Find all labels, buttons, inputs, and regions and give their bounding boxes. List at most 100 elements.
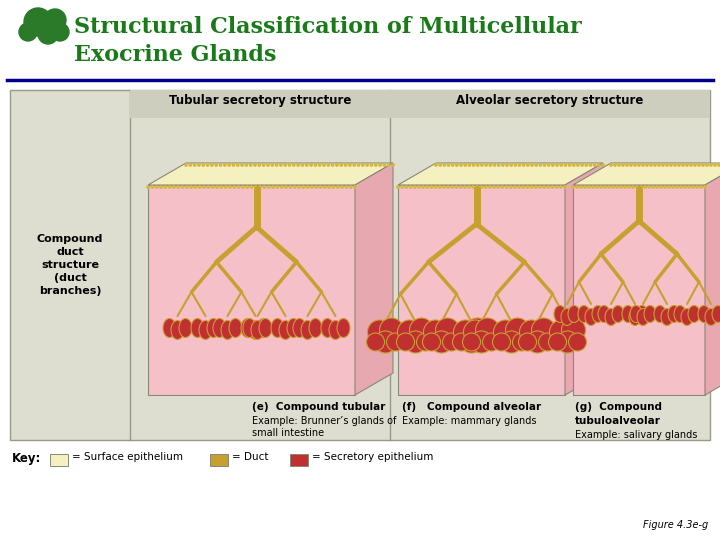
- Circle shape: [610, 164, 612, 166]
- Circle shape: [302, 186, 305, 188]
- Circle shape: [564, 186, 566, 188]
- Circle shape: [436, 318, 459, 342]
- Circle shape: [676, 186, 678, 188]
- Circle shape: [510, 186, 512, 188]
- Ellipse shape: [668, 306, 680, 322]
- Circle shape: [510, 164, 513, 166]
- Circle shape: [638, 164, 640, 166]
- Circle shape: [367, 320, 392, 344]
- Circle shape: [500, 331, 523, 353]
- Ellipse shape: [630, 306, 642, 322]
- Circle shape: [397, 333, 415, 351]
- Circle shape: [592, 186, 594, 188]
- Circle shape: [564, 164, 567, 166]
- Circle shape: [366, 333, 384, 351]
- Circle shape: [246, 186, 248, 188]
- Circle shape: [489, 186, 491, 188]
- Circle shape: [194, 186, 197, 188]
- Circle shape: [604, 186, 606, 188]
- Circle shape: [281, 186, 283, 188]
- Circle shape: [332, 186, 335, 188]
- Circle shape: [648, 186, 650, 188]
- Circle shape: [581, 164, 583, 166]
- Circle shape: [642, 164, 644, 166]
- Circle shape: [443, 333, 461, 351]
- Circle shape: [233, 186, 235, 188]
- Circle shape: [552, 186, 554, 188]
- Ellipse shape: [191, 319, 204, 338]
- Circle shape: [426, 186, 428, 188]
- Circle shape: [472, 333, 490, 351]
- Bar: [210, 454, 228, 466]
- Circle shape: [410, 318, 433, 342]
- Circle shape: [461, 331, 482, 353]
- Circle shape: [216, 186, 218, 188]
- Ellipse shape: [622, 306, 634, 322]
- Circle shape: [151, 186, 153, 188]
- Circle shape: [620, 186, 622, 188]
- Circle shape: [464, 320, 487, 344]
- Circle shape: [557, 331, 578, 353]
- Circle shape: [443, 164, 446, 166]
- Circle shape: [640, 186, 642, 188]
- Circle shape: [266, 164, 269, 166]
- Circle shape: [549, 333, 567, 351]
- Circle shape: [422, 186, 424, 188]
- Ellipse shape: [554, 306, 566, 322]
- Circle shape: [327, 164, 330, 166]
- Polygon shape: [573, 163, 720, 185]
- Circle shape: [630, 164, 632, 166]
- Circle shape: [340, 164, 343, 166]
- Circle shape: [502, 164, 504, 166]
- Circle shape: [361, 164, 364, 166]
- Circle shape: [634, 164, 636, 166]
- Circle shape: [397, 320, 421, 344]
- Ellipse shape: [629, 308, 641, 326]
- Circle shape: [237, 164, 239, 166]
- Circle shape: [207, 164, 209, 166]
- Bar: [50, 454, 68, 466]
- Circle shape: [531, 318, 556, 342]
- Ellipse shape: [654, 306, 666, 322]
- Circle shape: [526, 186, 528, 188]
- Ellipse shape: [337, 319, 350, 338]
- Circle shape: [250, 164, 252, 166]
- Circle shape: [345, 186, 348, 188]
- Ellipse shape: [674, 306, 686, 322]
- Circle shape: [203, 186, 205, 188]
- Text: Compound
duct
structure
(duct
branches): Compound duct structure (duct branches): [37, 234, 103, 296]
- Circle shape: [328, 186, 330, 188]
- Circle shape: [523, 164, 525, 166]
- Circle shape: [168, 186, 171, 188]
- Circle shape: [492, 333, 510, 351]
- Circle shape: [379, 318, 403, 342]
- Ellipse shape: [561, 308, 573, 326]
- Ellipse shape: [585, 308, 597, 326]
- Polygon shape: [355, 163, 393, 395]
- Text: = Surface epithelium: = Surface epithelium: [72, 452, 183, 462]
- Polygon shape: [148, 185, 355, 395]
- Circle shape: [387, 333, 405, 351]
- Circle shape: [241, 164, 243, 166]
- Circle shape: [147, 186, 149, 188]
- Circle shape: [331, 164, 334, 166]
- Ellipse shape: [257, 319, 270, 338]
- Circle shape: [476, 186, 479, 188]
- Circle shape: [703, 186, 706, 188]
- Circle shape: [589, 164, 592, 166]
- Circle shape: [654, 164, 656, 166]
- Circle shape: [531, 186, 533, 188]
- Circle shape: [212, 186, 214, 188]
- Circle shape: [455, 186, 458, 188]
- Circle shape: [220, 186, 222, 188]
- Circle shape: [228, 164, 230, 166]
- Circle shape: [443, 186, 445, 188]
- Circle shape: [493, 320, 518, 344]
- Circle shape: [279, 164, 282, 166]
- Circle shape: [556, 164, 558, 166]
- Ellipse shape: [243, 319, 256, 338]
- Text: Example: mammary glands: Example: mammary glands: [402, 416, 536, 426]
- Circle shape: [294, 186, 296, 188]
- Circle shape: [264, 186, 266, 188]
- Circle shape: [513, 333, 531, 351]
